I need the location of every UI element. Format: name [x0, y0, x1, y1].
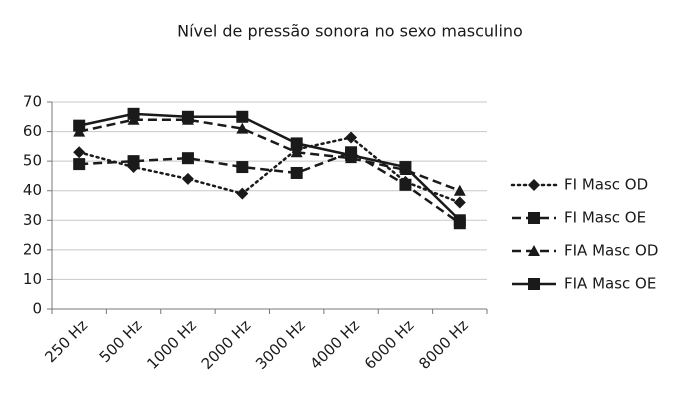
y-tick-label: 0: [32, 300, 42, 318]
x-tick-label: 1000 Hz: [143, 316, 200, 373]
chart-title: Nível de pressão sonora no sexo masculin…: [177, 22, 523, 41]
data-point: [73, 158, 86, 171]
data-point: [73, 146, 86, 159]
legend-label: FI Masc OD: [564, 176, 648, 194]
series-line: [79, 150, 461, 225]
data-point: [399, 178, 412, 191]
series-line: [77, 136, 462, 204]
data-point: [181, 172, 194, 185]
data-point: [290, 146, 303, 158]
y-tick-label: 70: [23, 93, 42, 111]
legend-label: FIA Masc OE: [564, 275, 656, 293]
data-point: [453, 184, 466, 196]
legend-marker: [528, 245, 540, 256]
data-point: [127, 107, 140, 120]
x-tick-label: 3000 Hz: [252, 316, 309, 373]
data-point: [399, 161, 412, 174]
data-point: [236, 161, 249, 174]
data-point: [453, 196, 466, 209]
legend-marker: [528, 278, 540, 290]
data-point: [127, 155, 140, 168]
legend-label: FI Masc OE: [564, 209, 646, 227]
y-tick-label: 50: [23, 152, 42, 170]
data-point: [236, 110, 249, 123]
x-tick-label: 4000 Hz: [306, 316, 363, 373]
data-point: [236, 122, 249, 134]
data-point: [290, 166, 303, 179]
x-tick-label: 6000 Hz: [361, 316, 418, 373]
data-point: [73, 119, 86, 132]
x-tick-label: 8000 Hz: [415, 316, 472, 373]
data-point: [453, 214, 466, 227]
y-tick-label: 60: [23, 122, 42, 140]
x-tick-label: 250 Hz: [41, 316, 91, 366]
legend-label: FIA Masc OD: [564, 242, 658, 260]
y-tick-label: 40: [23, 181, 42, 199]
x-tick-label: 2000 Hz: [198, 316, 255, 373]
data-point: [345, 131, 358, 144]
data-point: [290, 137, 303, 150]
x-tick-label: 500 Hz: [96, 316, 146, 366]
data-point: [345, 149, 358, 162]
y-tick-label: 30: [23, 211, 42, 229]
data-point: [181, 152, 194, 165]
legend-marker: [528, 179, 540, 191]
series-line: [78, 112, 461, 222]
series-line: [78, 118, 461, 192]
y-tick-label: 20: [23, 240, 42, 258]
data-point: [236, 187, 249, 200]
data-point: [181, 110, 194, 123]
y-tick-label: 10: [23, 270, 42, 288]
legend-marker: [528, 212, 540, 224]
